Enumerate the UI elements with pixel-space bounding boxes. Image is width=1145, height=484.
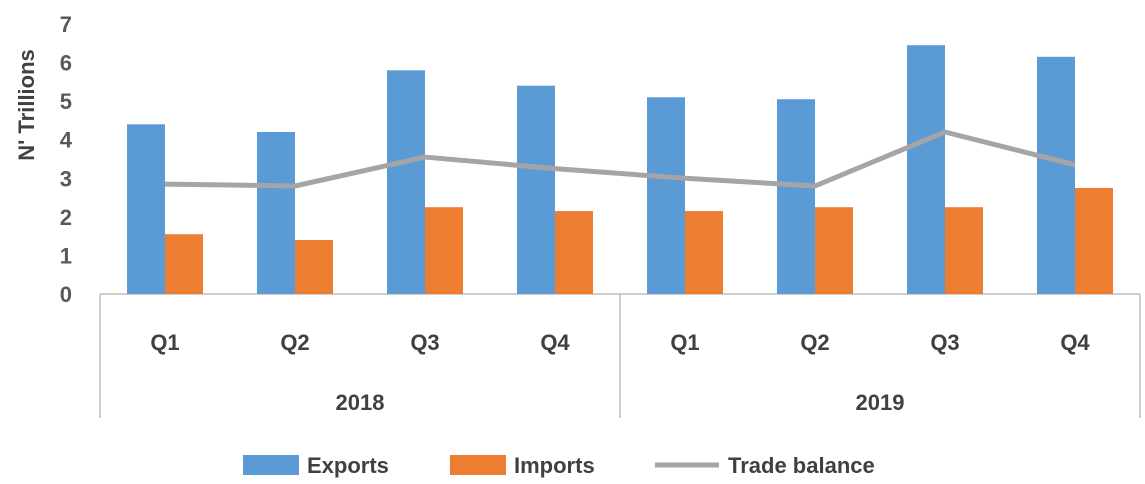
x-category-label: Q4: [540, 330, 570, 355]
legend-swatch: [243, 455, 299, 475]
legend-label: Exports: [307, 453, 389, 478]
bar-imports: [295, 240, 333, 294]
y-tick-label: 1: [60, 243, 72, 268]
legend-swatch: [450, 455, 506, 475]
bar-exports: [127, 124, 165, 294]
x-category-label: Q1: [670, 330, 699, 355]
y-tick-label: 2: [60, 205, 72, 230]
bar-exports: [647, 97, 685, 294]
line-trade-balance: [164, 129, 1076, 189]
x-category-label: Q2: [800, 330, 829, 355]
x-category-label: Q3: [930, 330, 959, 355]
y-tick-label: 0: [60, 282, 72, 307]
bar-imports: [945, 207, 983, 294]
bar-exports: [777, 99, 815, 295]
x-category-label: Q1: [150, 330, 179, 355]
x-group-label: 2019: [856, 390, 905, 415]
bar-imports: [165, 234, 203, 294]
bar-imports: [1075, 187, 1113, 294]
category-labels: Q1 Q2 Q3 Q4 Q1 Q2 Q3 Q4: [150, 330, 1090, 355]
y-axis-title: N' Trillions: [14, 49, 39, 161]
x-category-label: Q4: [1060, 330, 1090, 355]
legend: Exports Imports Trade balance: [243, 453, 875, 478]
x-category-label: Q3: [410, 330, 439, 355]
legend-label: Trade balance: [728, 453, 875, 478]
trade-balance-line-layer: [164, 129, 1076, 189]
group-labels: 2018 2019: [336, 390, 905, 415]
legend-label: Imports: [514, 453, 595, 478]
bar-imports: [425, 207, 463, 294]
y-axis-ticks: 0 1 2 3 4 5 6 7: [60, 12, 73, 307]
bar-imports: [815, 207, 853, 294]
bar-exports: [1037, 56, 1075, 294]
bar-imports: [685, 211, 723, 294]
axes: [99, 293, 1141, 418]
y-tick-label: 6: [60, 51, 72, 76]
y-tick-label: 4: [60, 128, 73, 153]
x-category-label: Q2: [280, 330, 309, 355]
bar-exports: [907, 45, 945, 295]
y-tick-label: 5: [60, 89, 72, 114]
bar-exports: [387, 70, 425, 294]
y-tick-label: 3: [60, 166, 72, 191]
bar-imports: [555, 211, 593, 294]
y-tick-label: 7: [60, 12, 72, 37]
x-group-label: 2018: [336, 390, 385, 415]
bar-exports: [517, 85, 555, 295]
bar-exports: [257, 132, 295, 294]
bars: [127, 45, 1113, 295]
